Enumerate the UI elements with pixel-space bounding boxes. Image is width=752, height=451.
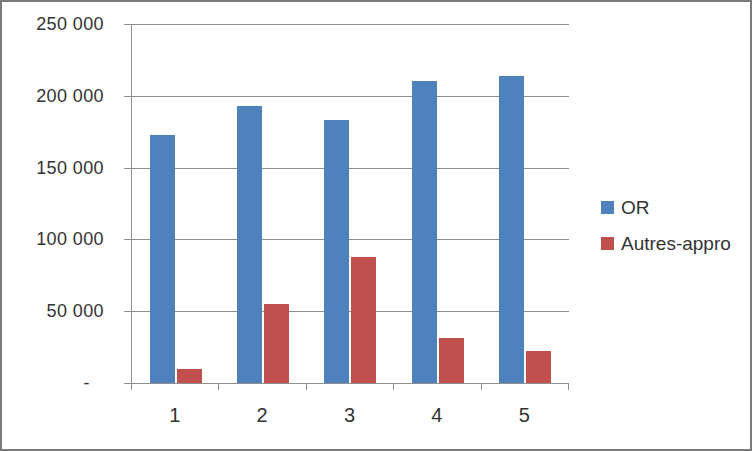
chart-frame: 250 000 200 000 150 000 100 000 50 000 - 1234… (0, 0, 752, 451)
x-axis-label: 1 (131, 405, 218, 425)
x-axis-tick (481, 384, 482, 390)
bar-autres-appro-2 (264, 304, 289, 383)
bar-or-5 (499, 76, 524, 383)
legend-swatch-or-icon (601, 201, 614, 214)
x-axis-tick (218, 384, 219, 390)
category-group (394, 24, 481, 383)
x-axis-label: 2 (218, 405, 305, 425)
y-axis-label: - (2, 374, 104, 392)
x-axis-tick (131, 384, 132, 390)
legend-label-or: OR (621, 198, 650, 217)
y-axis-label: 250 000 (2, 15, 104, 33)
legend-item-or: OR (601, 198, 731, 217)
legend-label-autres-appro: Autres-appro (621, 234, 731, 253)
bar-autres-appro-1 (177, 369, 202, 383)
y-axis-tick (124, 168, 131, 169)
y-axis-tick (124, 311, 131, 312)
bar-or-2 (237, 106, 262, 383)
legend: OR Autres-appro (601, 198, 731, 253)
category-group (132, 24, 219, 383)
y-axis-tick (124, 383, 131, 384)
bar-or-3 (324, 120, 349, 383)
y-axis-tick (124, 96, 131, 97)
y-axis-label: 150 000 (2, 159, 104, 177)
x-axis-tick (568, 384, 569, 390)
category-group (307, 24, 394, 383)
y-axis-tick (124, 239, 131, 240)
legend-item-autres-appro: Autres-appro (601, 234, 731, 253)
x-axis-label: 5 (481, 405, 568, 425)
y-axis-label: 200 000 (2, 87, 104, 105)
bar-or-4 (412, 81, 437, 383)
x-axis-tick (306, 384, 307, 390)
bar-autres-appro-3 (351, 257, 376, 383)
plot-area (131, 24, 569, 384)
x-axis-label: 3 (306, 405, 393, 425)
bar-or-1 (150, 135, 175, 383)
legend-swatch-autres-appro-icon (601, 237, 614, 250)
y-axis-label: 50 000 (2, 302, 104, 320)
x-axis-label: 4 (393, 405, 480, 425)
bar-autres-appro-4 (439, 338, 464, 383)
category-group (482, 24, 569, 383)
category-group (219, 24, 306, 383)
y-axis-label: 100 000 (2, 230, 104, 248)
x-axis-tick (393, 384, 394, 390)
bar-autres-appro-5 (526, 351, 551, 383)
y-axis-tick (124, 24, 131, 25)
